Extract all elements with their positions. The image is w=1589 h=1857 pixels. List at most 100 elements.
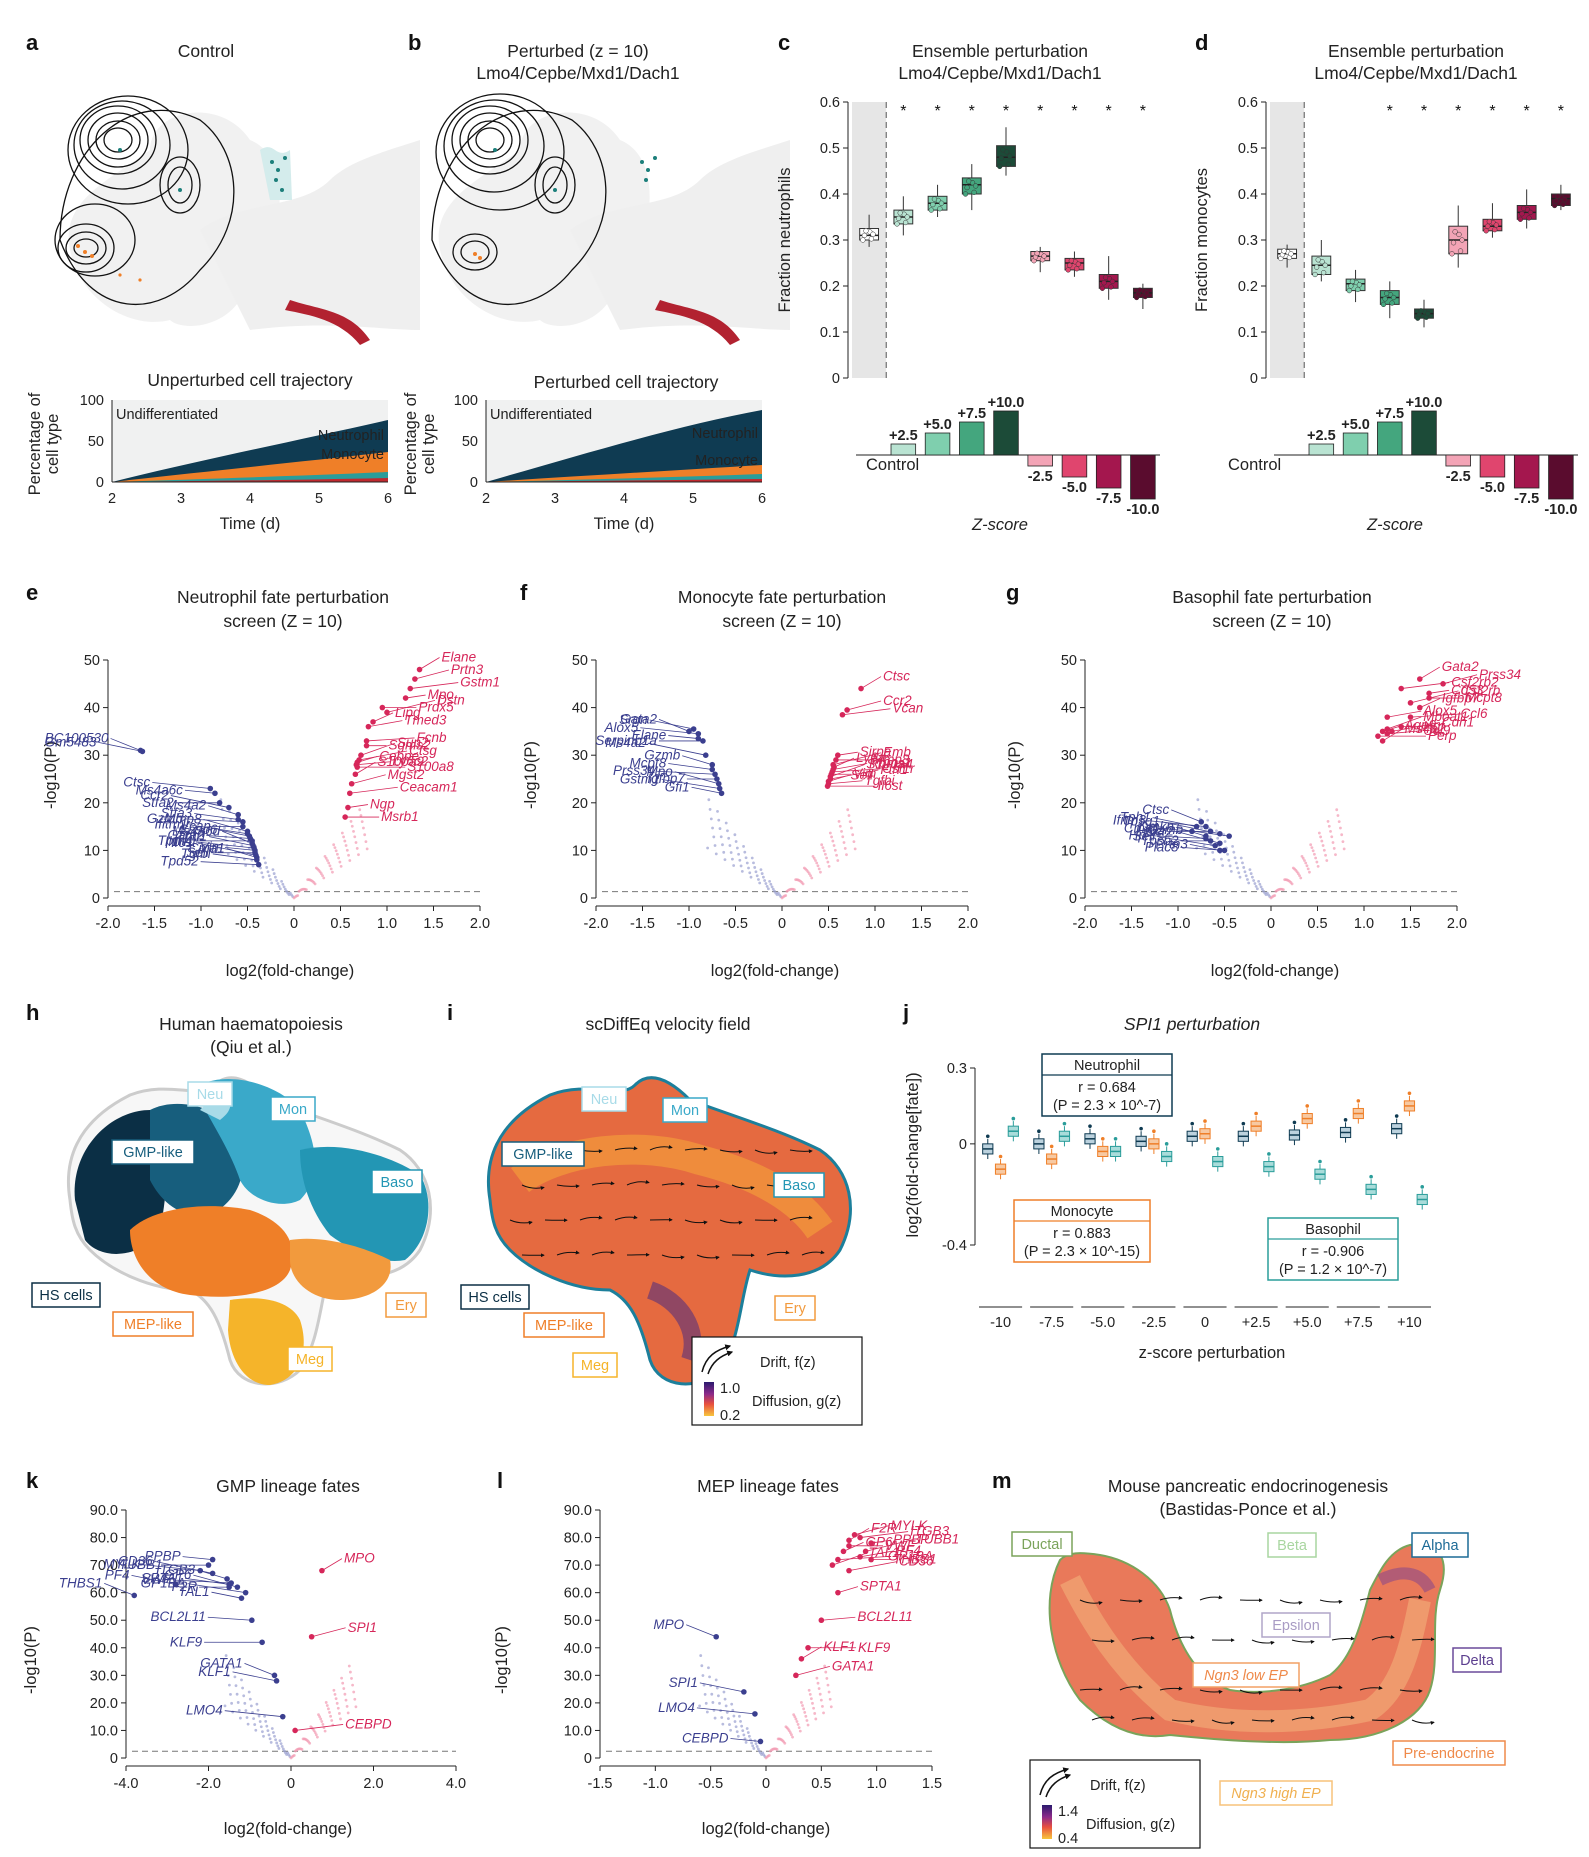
g-background-point — [1331, 841, 1335, 844]
c-point — [931, 196, 938, 202]
f-gene-label: Csf1r — [882, 761, 915, 776]
l-xtick-label: 0.5 — [811, 1776, 831, 1792]
d-zbar-label: -7.5 — [1514, 491, 1539, 507]
i-colorbar — [704, 1382, 714, 1416]
c-significance-star: * — [1037, 103, 1043, 120]
e-background-point — [334, 849, 338, 853]
j-xtick-label: -2.5 — [1141, 1315, 1166, 1331]
k-ytick-label: 80.0 — [90, 1531, 118, 1547]
g-background-point — [1329, 829, 1332, 833]
e-background-point — [266, 870, 270, 874]
b-ylabel-l2: cell type — [420, 414, 438, 475]
f-background-point — [707, 798, 711, 802]
g-gene-label: Tph1 — [1120, 810, 1151, 825]
k-xtick-label: 0 — [287, 1776, 295, 1792]
k-background-point — [253, 1723, 257, 1726]
l-background-point — [735, 1730, 739, 1734]
e-background-point — [269, 878, 272, 881]
l-gene-leader — [696, 1707, 755, 1715]
k-gene-label: GATA1 — [200, 1655, 242, 1670]
f-gene-leader — [830, 764, 865, 777]
k-background-point — [265, 1724, 269, 1728]
e-gene-label: Ifitm1 — [154, 817, 187, 832]
d-ytick-label: 0.2 — [1238, 279, 1258, 295]
m-velocity-arrow — [1251, 1718, 1275, 1723]
f-ytick-label: 0 — [580, 891, 588, 907]
e-gene-leader — [226, 848, 257, 858]
e-background-point — [355, 847, 359, 850]
i-velocity-arrow — [591, 1181, 615, 1186]
f-background-point — [724, 821, 728, 825]
k-background-point — [354, 1705, 358, 1709]
e-xtick-label: -1.5 — [142, 916, 167, 932]
g-background-point — [1309, 843, 1313, 847]
d-point — [1517, 216, 1524, 222]
k-background-point — [262, 1734, 265, 1738]
e-gene-leader — [347, 804, 368, 808]
a-ylabel-l2: cell type — [44, 414, 62, 475]
f-gene-label: Rbms1 — [869, 755, 912, 770]
panel-a-umap — [54, 95, 420, 345]
f-gene-label: Mpo — [646, 764, 673, 779]
l-background-point — [804, 1714, 808, 1718]
f-xtick-label: 1.0 — [865, 916, 885, 932]
e-gene-leader — [184, 789, 215, 794]
e-gene-label: Stfa2 — [142, 795, 174, 810]
e-gene-label: BC100530 — [45, 730, 109, 745]
l-background-point — [788, 1731, 792, 1734]
l-background-point — [824, 1670, 828, 1674]
k-background-point — [270, 1727, 274, 1730]
e-gene-leader — [224, 847, 255, 851]
c-zbar-label: -5.0 — [1062, 480, 1087, 496]
k-background-point — [224, 1654, 228, 1657]
k-gene-label: GP1BA — [141, 1576, 186, 1591]
d-zbar-label: -10.0 — [1544, 502, 1577, 518]
g-gene-label: Ms4a2 — [1405, 721, 1446, 736]
m-velocity-arrow — [1079, 1687, 1103, 1692]
j-outlier — [1049, 1144, 1054, 1149]
f-background-point — [820, 843, 824, 847]
i-label-mon: Mon — [671, 1103, 699, 1119]
e-gene-leader — [98, 742, 143, 752]
g-background-point — [1216, 836, 1220, 840]
l-background-point — [826, 1683, 830, 1687]
k-background-point — [235, 1692, 239, 1696]
e-gene-label: Ceacam1 — [400, 779, 458, 794]
j-outlier — [1203, 1119, 1207, 1123]
panel-e: Neutrophil fate perturbation screen (Z =… — [42, 587, 500, 980]
f-gene-leader — [828, 774, 849, 782]
f-gene-leader — [657, 770, 716, 775]
f-background-point — [755, 874, 759, 878]
k-ylabel: -log10(P) — [22, 1626, 40, 1694]
panel-i: scDiffEq velocity field Neu Mon GMP-like… — [460, 1014, 863, 1426]
e-gene-label: Prdx5 — [418, 700, 454, 715]
d-significance-star: * — [1558, 103, 1564, 120]
g-background-point — [1251, 875, 1254, 879]
f-background-point — [841, 835, 845, 839]
g-background-point — [1330, 835, 1334, 839]
k-gene-label: MYLK — [103, 1557, 141, 1572]
d-ytick-label: 0.6 — [1238, 95, 1258, 111]
l-gene-leader — [860, 1531, 909, 1538]
e-gene-label: Prtn3 — [451, 662, 484, 677]
g-background-point — [1220, 857, 1223, 861]
e-xtick-label: -1.0 — [189, 916, 214, 932]
l-gene-label: F2R — [871, 1520, 897, 1535]
k-background-point — [281, 1747, 285, 1751]
g-gene-leader — [1175, 826, 1207, 837]
f-background-point — [737, 852, 740, 856]
panel-label-d: d — [1195, 30, 1208, 55]
k-background-point — [254, 1728, 258, 1732]
j-xtick-label: -5.0 — [1090, 1315, 1115, 1331]
l-xtick-label: 1.0 — [867, 1776, 887, 1792]
g-background-point — [1229, 869, 1233, 873]
g-ytick-label: 50 — [1061, 653, 1077, 669]
k-background-point — [247, 1690, 251, 1694]
d-point — [1519, 211, 1525, 217]
j-xtick-label: +2.5 — [1242, 1315, 1271, 1331]
m-velocity-arrow — [1399, 1689, 1423, 1694]
k-background-point — [346, 1711, 350, 1715]
g-background-point — [1325, 859, 1329, 862]
e-gene-leader — [351, 774, 386, 785]
c-point — [1067, 262, 1073, 268]
